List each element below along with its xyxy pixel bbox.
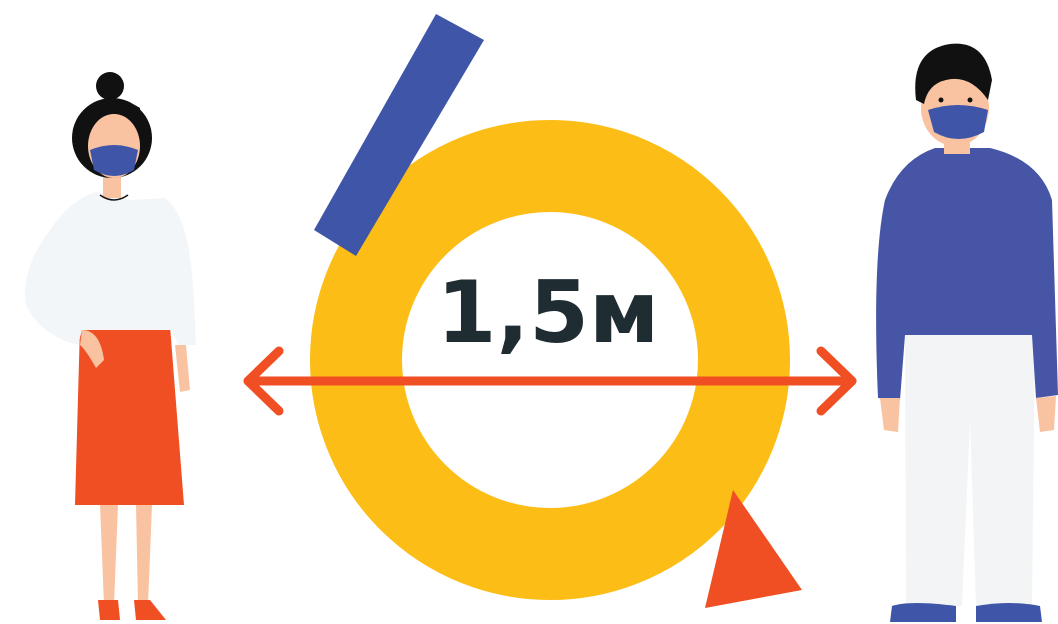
distance-label: 1,5м [437, 263, 660, 363]
woman [25, 72, 196, 620]
distance-ring [310, 120, 790, 600]
man [876, 43, 1058, 622]
blue-bar [314, 14, 484, 256]
distance-arrow [243, 346, 857, 416]
orange-triangle [705, 490, 802, 608]
